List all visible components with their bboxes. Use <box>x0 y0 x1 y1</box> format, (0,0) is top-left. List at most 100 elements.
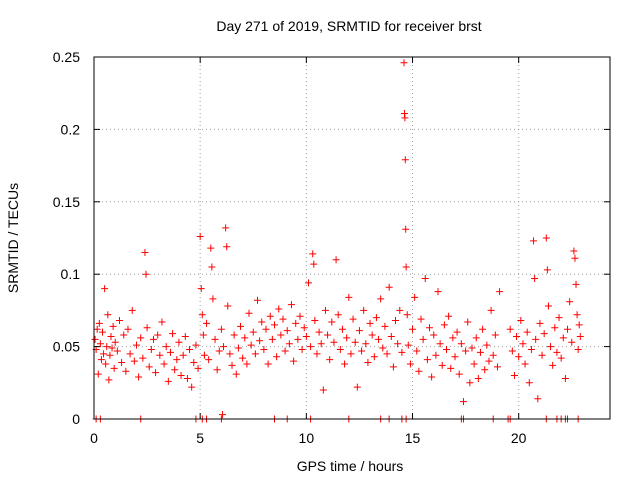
data-point <box>519 340 527 348</box>
data-point <box>171 366 179 374</box>
chart-title: Day 271 of 2019, SRMTID for receiver brs… <box>216 18 481 34</box>
data-point <box>566 298 574 306</box>
data-point <box>218 411 226 419</box>
data-point <box>302 332 310 340</box>
data-point <box>300 324 308 332</box>
data-point <box>542 234 550 242</box>
data-point <box>417 315 425 323</box>
data-point <box>531 275 539 283</box>
data-point <box>402 225 410 233</box>
data-point <box>158 318 166 326</box>
data-point <box>547 343 555 351</box>
data-point <box>290 357 298 365</box>
data-point <box>198 311 206 319</box>
data-point <box>132 341 140 349</box>
data-point <box>377 295 385 303</box>
data-point <box>104 311 112 319</box>
data-point <box>266 312 274 320</box>
data-point <box>491 331 499 339</box>
data-point <box>543 266 551 274</box>
x-tick-label: 20 <box>511 430 527 446</box>
data-point <box>166 348 174 356</box>
data-point <box>220 343 228 351</box>
data-point <box>177 372 185 380</box>
data-point <box>555 314 563 322</box>
data-point <box>459 398 467 406</box>
data-point <box>383 350 391 358</box>
data-point <box>561 374 569 382</box>
data-point <box>190 359 198 367</box>
data-point <box>549 361 557 369</box>
data-point <box>332 256 340 264</box>
data-point <box>341 360 349 368</box>
data-point <box>506 325 514 333</box>
data-point <box>268 335 276 343</box>
data-point <box>527 345 535 353</box>
data-point <box>451 353 459 361</box>
data-point <box>474 374 482 382</box>
data-point <box>466 379 474 387</box>
data-point <box>401 114 409 122</box>
data-point <box>366 319 374 327</box>
data-point <box>283 327 291 335</box>
data-point <box>285 340 293 348</box>
data-point <box>396 306 404 314</box>
data-point <box>353 383 361 391</box>
data-point <box>230 331 238 339</box>
y-tick-label: 0.05 <box>53 339 80 355</box>
data-point <box>279 315 287 323</box>
data-point <box>553 348 561 356</box>
data-point <box>251 350 259 358</box>
data-point <box>205 356 213 364</box>
data-point <box>141 248 149 256</box>
data-point <box>194 364 202 372</box>
data-point <box>515 353 523 361</box>
data-point <box>517 317 525 325</box>
data-point <box>472 334 480 342</box>
data-point <box>97 356 105 364</box>
y-tick-label: 0 <box>72 411 80 427</box>
data-point <box>101 285 109 293</box>
data-point <box>243 360 251 368</box>
data-point <box>164 377 172 385</box>
data-point <box>489 351 497 359</box>
data-point <box>487 306 495 314</box>
data-point <box>122 367 130 375</box>
data-point <box>564 325 572 333</box>
data-point <box>208 263 216 271</box>
data-point <box>199 331 207 339</box>
data-point <box>130 357 138 365</box>
data-point <box>496 288 504 296</box>
data-point <box>362 340 370 348</box>
y-tick-label: 0.15 <box>53 194 80 210</box>
data-point <box>521 360 529 368</box>
data-point <box>108 344 116 352</box>
data-point <box>559 334 567 342</box>
data-point <box>307 343 315 351</box>
data-point <box>149 335 157 343</box>
y-tick-label: 0.2 <box>61 121 81 137</box>
y-tick-labels: 0 0.05 0.1 0.15 0.2 0.25 <box>53 49 80 427</box>
data-point <box>453 328 461 336</box>
data-point <box>94 370 102 378</box>
data-point <box>143 324 151 332</box>
data-point <box>413 347 421 355</box>
data-point <box>403 311 411 319</box>
data-point <box>401 156 409 164</box>
grid-lines <box>94 57 610 419</box>
data-point <box>400 59 408 67</box>
data-point <box>232 370 240 378</box>
data-point <box>338 325 346 333</box>
data-point <box>402 263 410 271</box>
data-point <box>447 364 455 372</box>
data-point <box>455 370 463 378</box>
data-point <box>324 331 332 339</box>
data-point <box>438 361 446 369</box>
data-point <box>226 350 234 358</box>
data-point <box>538 351 546 359</box>
data-point <box>336 345 344 353</box>
data-point <box>103 343 111 351</box>
data-point <box>389 363 397 371</box>
data-point <box>273 353 281 361</box>
data-point <box>211 335 219 343</box>
